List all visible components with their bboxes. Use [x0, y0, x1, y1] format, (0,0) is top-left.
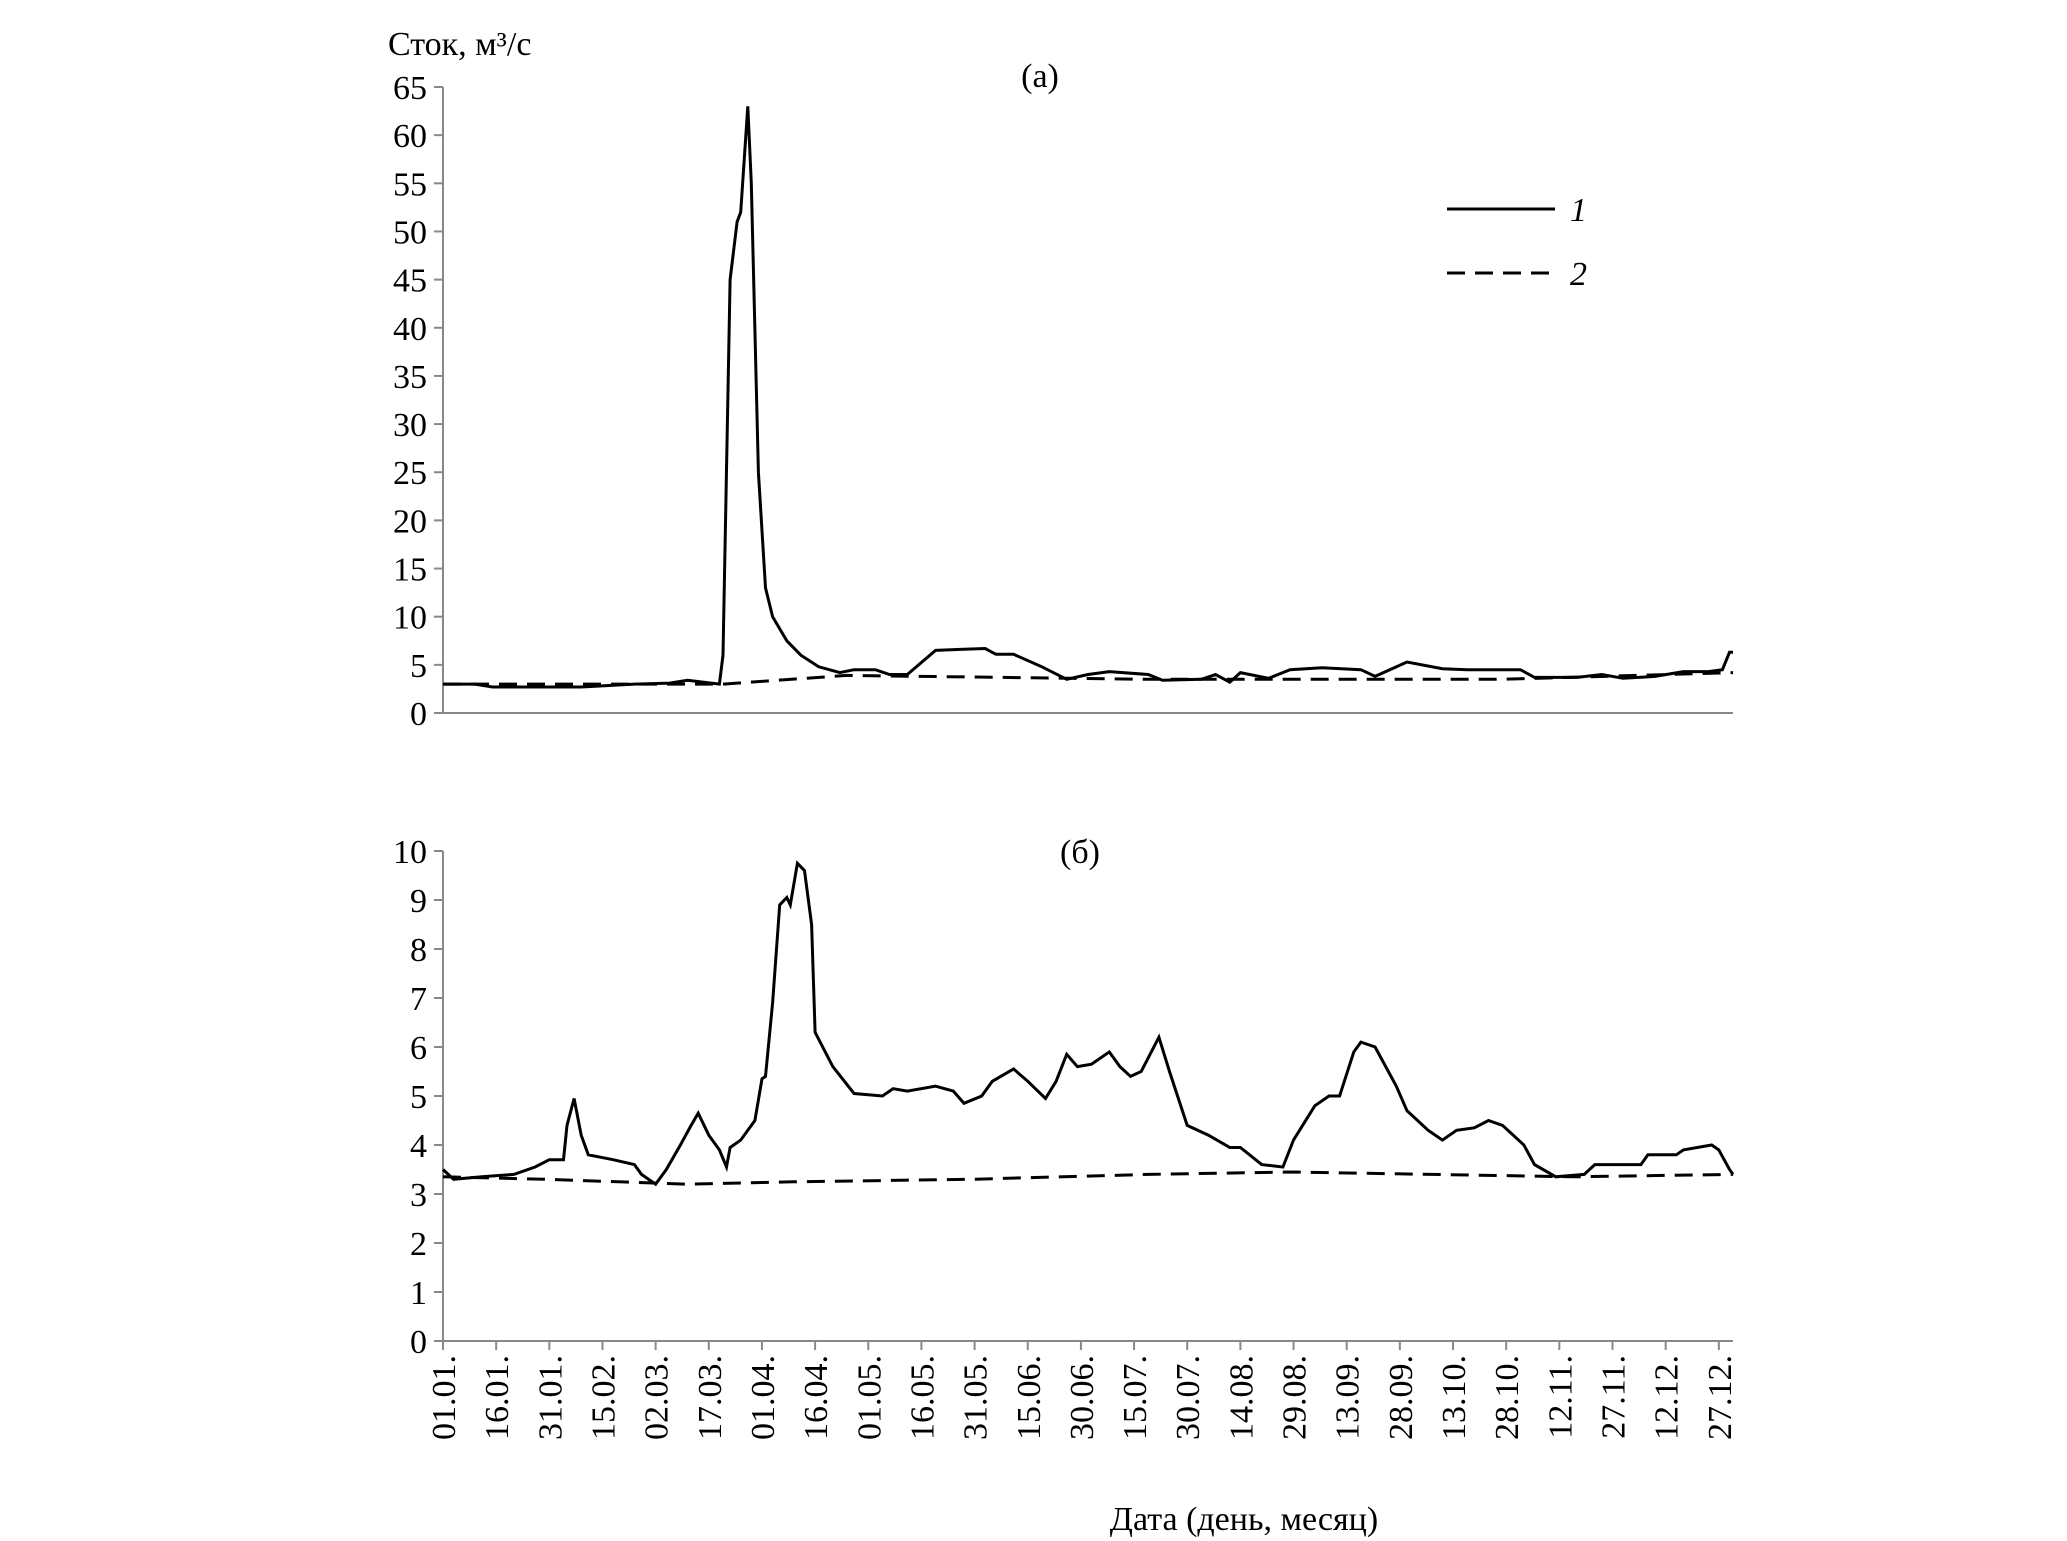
panel-title: (а)	[1021, 58, 1059, 95]
y-tick-label: 1	[410, 1275, 427, 1312]
x-tick-label: 12.11.	[1542, 1355, 1579, 1439]
y-tick-label: 10	[393, 600, 427, 637]
x-tick-label: 13.10.	[1436, 1355, 1473, 1440]
panel-title: (б)	[1060, 834, 1100, 871]
x-tick-label: 13.09.	[1330, 1355, 1367, 1440]
legend-label: 2	[1570, 256, 1587, 293]
data-line	[442, 1170, 1734, 1186]
y-tick-label: 45	[393, 263, 427, 300]
x-tick-label: 16.04.	[798, 1355, 835, 1440]
y-tick-label: 7	[410, 981, 427, 1018]
y-tick-label: 6	[410, 1030, 427, 1067]
x-tick-label: 01.05.	[851, 1355, 888, 1440]
y-tick-label: 15	[393, 552, 427, 589]
x-tick-label: 12.12.	[1649, 1355, 1686, 1440]
y-tick-label: 55	[393, 166, 427, 203]
x-tick-label: 28.09.	[1383, 1355, 1420, 1440]
y-axis-label: Сток, м³/с	[388, 26, 531, 63]
y-tick-label: 60	[393, 118, 427, 155]
y-tick-label: 5	[410, 1079, 427, 1116]
y-tick-label: 3	[410, 1177, 427, 1214]
y-tick-label: 0	[410, 696, 427, 733]
x-tick-label: 15.07.	[1117, 1355, 1154, 1440]
x-tick-label: 30.06.	[1064, 1355, 1101, 1440]
x-tick-label: 16.01.	[479, 1355, 516, 1440]
y-tick-label: 65	[393, 70, 427, 107]
x-tick-label: 15.06.	[1011, 1355, 1048, 1440]
x-tick-label: 01.04.	[745, 1355, 782, 1440]
x-tick-label: 29.08.	[1277, 1355, 1314, 1440]
x-tick-label: 27.11.	[1596, 1355, 1633, 1439]
y-tick-label: 40	[393, 311, 427, 348]
x-tick-label: 15.02.	[585, 1355, 622, 1440]
x-tick-label: 14.08.	[1223, 1355, 1260, 1440]
x-tick-label: 16.05.	[904, 1355, 941, 1440]
x-tick-label: 27.12.	[1702, 1355, 1739, 1440]
x-tick-label: 02.03.	[639, 1355, 676, 1440]
x-axis-label: Дата (день, месяц)	[1110, 1501, 1378, 1538]
y-tick-label: 5	[410, 648, 427, 685]
x-tick-label: 28.10.	[1489, 1355, 1526, 1440]
y-tick-label: 2	[410, 1226, 427, 1263]
x-tick-label: 17.03.	[692, 1355, 729, 1440]
y-tick-label: 9	[410, 883, 427, 920]
y-tick-label: 30	[393, 407, 427, 444]
y-tick-label: 25	[393, 455, 427, 492]
data-line	[441, 860, 1735, 1187]
y-tick-label: 20	[393, 503, 427, 540]
x-tick-label: 31.01.	[532, 1355, 569, 1440]
x-tick-label: 31.05.	[958, 1355, 995, 1440]
y-tick-label: 4	[410, 1128, 427, 1165]
x-tick-label: 01.01.	[426, 1355, 463, 1440]
y-tick-label: 8	[410, 932, 427, 969]
data-line	[443, 106, 1733, 689]
x-tick-label: 30.07.	[1170, 1355, 1207, 1440]
y-tick-label: 35	[393, 359, 427, 396]
y-tick-label: 10	[393, 834, 427, 871]
y-tick-label: 50	[393, 214, 427, 251]
data-line	[443, 671, 1734, 686]
legend-label: 1	[1570, 192, 1587, 229]
y-tick-label: 0	[410, 1324, 427, 1361]
